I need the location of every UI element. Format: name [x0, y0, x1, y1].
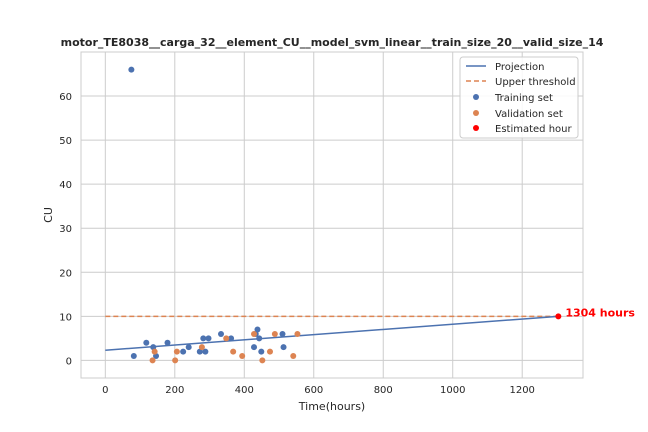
training-point	[279, 330, 286, 337]
training-point	[254, 326, 261, 333]
training-point	[218, 330, 225, 337]
validation-point	[149, 357, 156, 364]
training-point	[228, 335, 235, 342]
legend-threshold-label: Upper threshold	[495, 77, 576, 88]
training-point	[143, 339, 150, 346]
legend-validation-swatch	[473, 110, 479, 116]
y-tick-label: 30	[59, 224, 72, 235]
y-tick-label: 50	[59, 136, 72, 147]
y-tick-label: 40	[59, 180, 72, 191]
training-point	[200, 335, 207, 342]
validation-point	[294, 330, 301, 337]
y-tick-label: 0	[66, 356, 72, 367]
x-axis-label: Time(hours)	[298, 400, 365, 413]
x-tick-label: 600	[304, 385, 323, 396]
x-tick-label: 800	[374, 385, 393, 396]
y-tick-label: 10	[59, 312, 72, 323]
training-point	[251, 344, 258, 351]
training-point	[130, 352, 137, 359]
validation-set-points	[149, 330, 301, 364]
validation-point	[198, 344, 205, 351]
projection-line	[105, 315, 559, 351]
validation-point	[266, 348, 273, 355]
y-tick-labels: 0 10 20 30 40 50 60	[59, 92, 72, 367]
legend-training-label: Training set	[494, 93, 553, 104]
estimated-hour-label: 1304 hours	[565, 306, 635, 319]
projection-layer	[105, 315, 559, 351]
x-tick-label: 1000	[440, 385, 465, 396]
validation-point	[271, 330, 278, 337]
legend-projection-label: Projection	[495, 62, 544, 73]
validation-point	[230, 348, 237, 355]
y-tick-label: 20	[59, 268, 72, 279]
training-point	[164, 339, 171, 346]
estimated-hour-layer	[555, 313, 562, 320]
x-tick-labels: 0 200 400 600 800 1000 1200	[102, 385, 535, 396]
validation-point	[151, 348, 158, 355]
legend: Projection Upper threshold Training set …	[459, 56, 579, 139]
training-point	[205, 335, 212, 342]
validation-point	[290, 352, 297, 359]
validation-point	[223, 335, 230, 342]
plot-frame	[80, 51, 584, 379]
legend-validation-label: Validation set	[495, 109, 563, 120]
legend-estimated-label: Estimated hour	[495, 124, 572, 135]
training-point	[202, 348, 209, 355]
x-tick-label: 0	[102, 385, 108, 396]
training-point	[256, 335, 263, 342]
validation-point	[173, 348, 180, 355]
y-axis-label: CU	[42, 207, 55, 223]
legend-box	[459, 56, 579, 139]
training-point	[185, 344, 192, 351]
training-point	[128, 66, 135, 73]
legend-training-swatch	[473, 94, 479, 100]
training-point	[280, 344, 287, 351]
validation-point	[251, 330, 258, 337]
legend-estimated-swatch	[473, 125, 479, 131]
validation-point	[259, 357, 266, 364]
x-tick-label: 400	[235, 385, 254, 396]
validation-point	[239, 352, 246, 359]
validation-point	[172, 357, 179, 364]
training-point	[258, 348, 265, 355]
x-tick-label: 200	[165, 385, 184, 396]
y-tick-label: 60	[59, 92, 72, 103]
chart-title: motor_TE8038__carga_32__element_CU__mode…	[61, 36, 604, 49]
x-tick-label: 1200	[509, 385, 534, 396]
estimated-hour-point	[555, 313, 562, 320]
training-point	[180, 348, 187, 355]
